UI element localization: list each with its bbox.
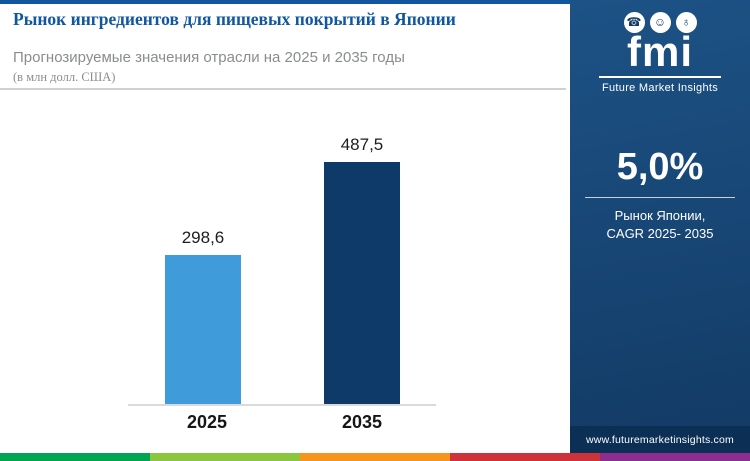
person-icon: ☺ — [649, 12, 671, 33]
bar-chart: 298,6 487,5 — [130, 135, 435, 405]
sidebar: ☎ ☺ ♁ fmi Future Market Insights 5,0% Ры… — [570, 0, 750, 461]
bar-group-2025: 298,6 — [165, 135, 241, 405]
cagr-value: 5,0% — [616, 146, 704, 188]
category-label-2025: 2025 — [186, 412, 228, 432]
logo-divider — [599, 76, 721, 78]
sidebar-footer: www.futuremarketinsights.com — [570, 426, 750, 453]
bar-value-label: 298,6 — [181, 228, 225, 247]
logo-subtext: Future Market Insights — [601, 82, 719, 94]
bar-2035 — [324, 162, 400, 405]
bar-group-2035: 487,5 — [324, 135, 400, 405]
cagr-caption: Рынок Японии, CAGR 2025- 2035 — [607, 207, 714, 243]
bar-2025 — [165, 255, 241, 405]
category-label-2035: 2035 — [341, 412, 383, 432]
chart-baseline — [128, 404, 436, 406]
stripe-segment — [0, 453, 150, 461]
header-divider — [0, 88, 566, 90]
page-title: Рынок ингредиентов для пищевых покрытий … — [13, 9, 456, 29]
bar-value-label: 487,5 — [340, 135, 384, 154]
logo-icons: ☎ ☺ ♁ — [623, 12, 697, 33]
website-link[interactable]: www.futuremarketinsights.com — [586, 433, 734, 446]
globe-icon: ♁ — [675, 12, 697, 33]
chart-subtitle: Прогнозируемые значения отрасли на 2025 … — [13, 49, 405, 66]
unit-note: (в млн долл. США) — [13, 70, 116, 84]
cagr-caption-line2: CAGR 2025- 2035 — [606, 226, 714, 242]
phone-icon: ☎ — [623, 12, 645, 33]
stripe-segment — [600, 453, 750, 461]
stripe-segment — [450, 453, 600, 461]
fmi-logo: fmi — [627, 28, 693, 75]
brand-stripe — [0, 453, 750, 461]
stripe-segment — [300, 453, 450, 461]
stripe-segment — [150, 453, 300, 461]
top-accent-bar — [0, 0, 750, 4]
cagr-divider — [585, 197, 735, 198]
cagr-caption-line1: Рынок Японии, — [614, 208, 706, 223]
